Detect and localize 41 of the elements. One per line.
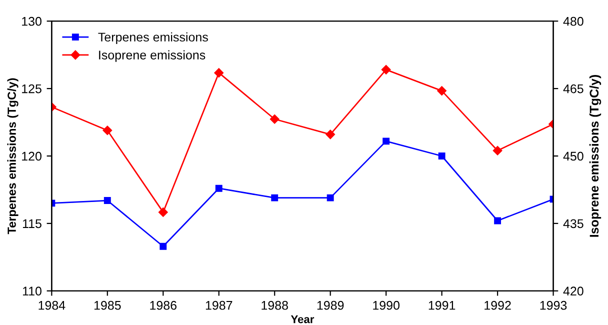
y-axis-title: Terpenes emissions (TgC/y) [7, 78, 18, 234]
x-tick-label: 1993 [540, 300, 567, 310]
point [326, 194, 334, 202]
point [438, 152, 446, 160]
y-tick-label: 115 [22, 219, 42, 228]
y2-tick-label: 450 [563, 152, 584, 161]
y2-tick-label: 420 [563, 286, 584, 296]
point [437, 86, 446, 96]
y2-tick-label: 480 [563, 16, 584, 26]
y2-tick-label: 465 [563, 84, 584, 94]
legend-label: Terpenes emissions [98, 32, 208, 44]
y-tick-label: 130 [22, 16, 42, 26]
x-tick-label: 1987 [206, 300, 232, 310]
legend-label: Isoprene emissions [99, 50, 206, 62]
point [326, 130, 335, 140]
point [214, 68, 224, 78]
x-tick-label: 1988 [262, 300, 288, 310]
x-tick-label: 1985 [94, 300, 121, 310]
x-tick-label: 1984 [38, 300, 66, 310]
x-tick-label: 1989 [317, 300, 344, 310]
point [160, 242, 167, 250]
y2-axis-title: Isoprene emissions (TgC/y) [589, 75, 602, 237]
y-tick-label: 110 [22, 286, 42, 296]
point [215, 184, 222, 192]
point [104, 197, 111, 204]
x-tick-label: 1990 [373, 300, 400, 310]
point [102, 126, 112, 135]
point [494, 217, 502, 224]
x-tick-label: 1986 [150, 300, 176, 310]
x-tick-label: 1991 [428, 300, 456, 310]
point [158, 208, 168, 217]
point [381, 65, 391, 74]
x-axis-title: Year [290, 315, 314, 324]
y2-tick-label: 435 [563, 219, 584, 228]
point [270, 114, 280, 124]
x-tick-label: 1992 [484, 300, 511, 310]
y-tick-label: 120 [22, 152, 42, 161]
y-tick-label: 125 [22, 84, 42, 94]
point [492, 146, 502, 156]
point [382, 138, 390, 145]
point [271, 194, 278, 202]
